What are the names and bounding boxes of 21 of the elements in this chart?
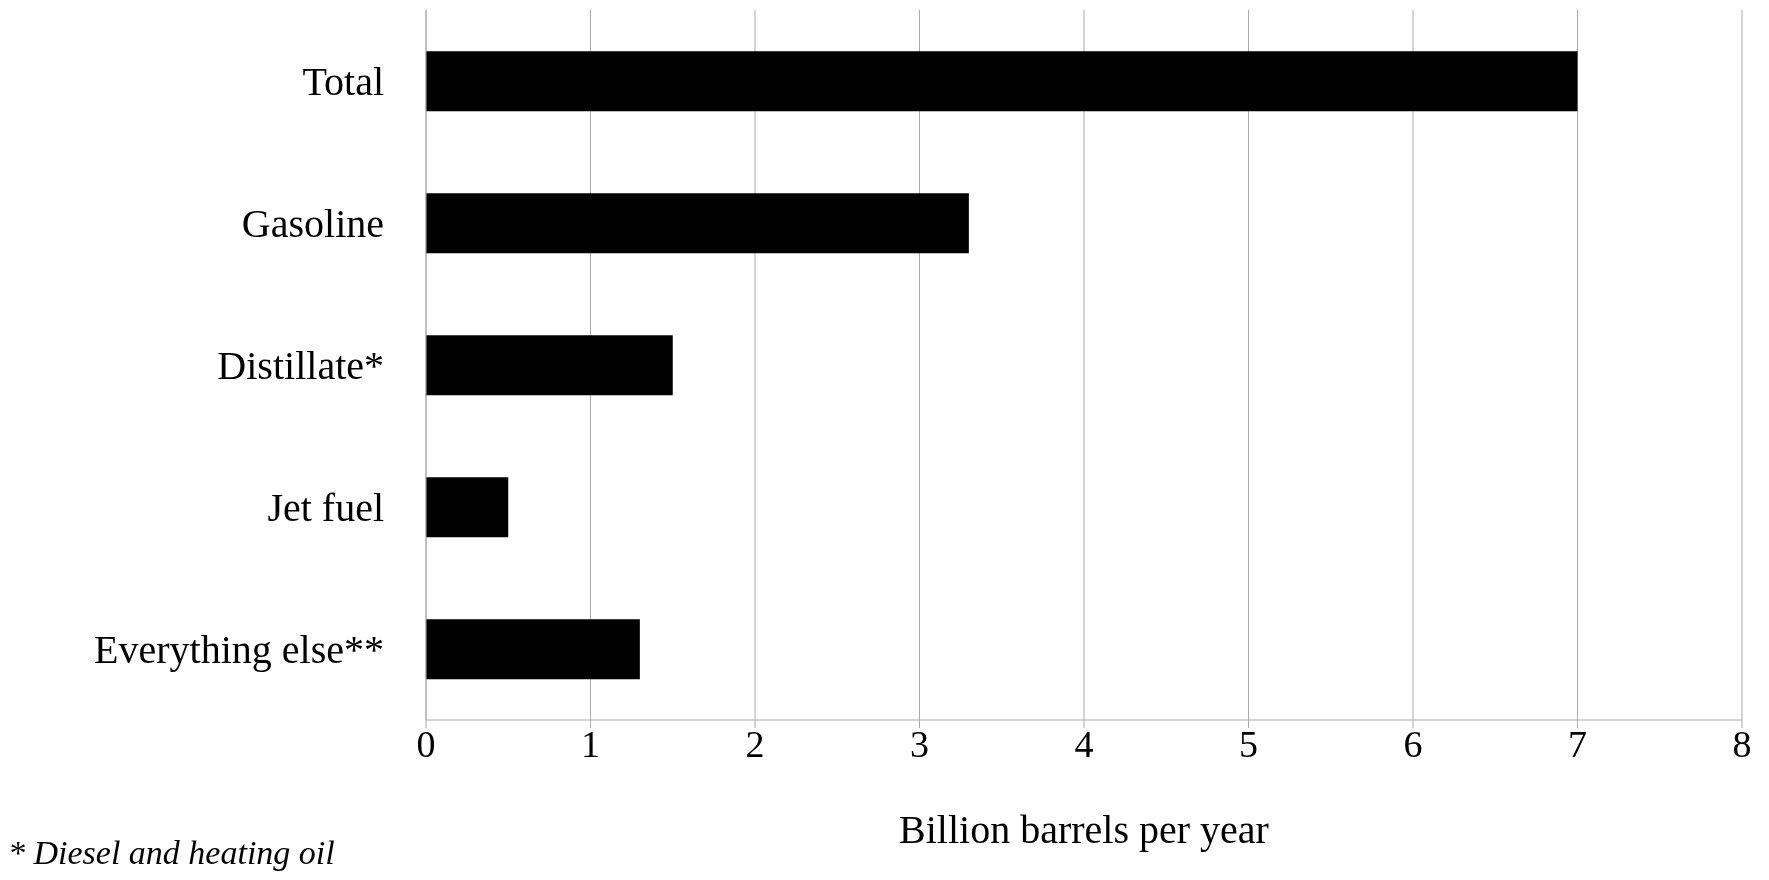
y-tick-label: Jet fuel (267, 485, 384, 531)
y-tick-label: Everything else** (94, 627, 384, 673)
x-tick-label: 8 (1732, 722, 1752, 765)
x-tick-label: 5 (1239, 722, 1258, 765)
bar (426, 335, 673, 396)
y-tick-label: Gasoline (241, 201, 384, 247)
x-tick-label: 7 (1568, 722, 1587, 765)
x-tick-label: 3 (910, 722, 929, 765)
x-tick-label: 2 (745, 722, 765, 765)
bar (426, 51, 1578, 112)
text: * Diesel and heating oil (8, 834, 335, 872)
x-tick-label: 6 (1403, 722, 1423, 765)
x-tick-label: 1 (581, 722, 600, 765)
bar (426, 193, 969, 254)
x-tick-label: 0 (416, 722, 436, 765)
bar (426, 619, 640, 680)
x-axis-title: Billion barrels per year (898, 806, 1270, 853)
y-tick-label: Total (302, 59, 384, 105)
y-tick-label: Distillate* (217, 343, 384, 389)
bar (426, 477, 509, 538)
x-tick-label: 4 (1074, 722, 1094, 765)
